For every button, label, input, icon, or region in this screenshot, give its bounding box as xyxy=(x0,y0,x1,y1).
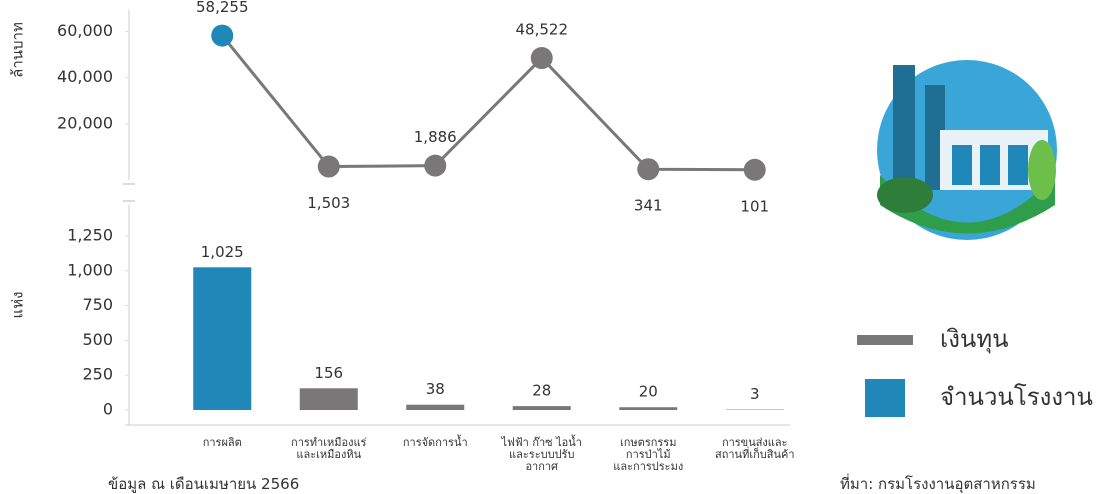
data-label: 58,255 xyxy=(196,0,249,16)
data-label: 101 xyxy=(740,197,769,215)
bar xyxy=(300,388,358,410)
y-tick-label: 40,000 xyxy=(57,67,113,86)
bar xyxy=(193,267,251,410)
data-label: 28 xyxy=(532,382,551,400)
x-tick-label: การผลิต xyxy=(170,437,274,449)
data-label: 1,886 xyxy=(414,128,457,146)
x-tick-label: ไฟฟ้า ก๊าซ ไอน้ำ และระบบปรับ อากาศ xyxy=(490,437,594,473)
y-axis-label: แห่ง xyxy=(9,292,27,319)
data-label: 3 xyxy=(750,385,760,403)
y-tick-label: 0 xyxy=(103,400,113,419)
legend-swatch xyxy=(857,335,913,345)
bar xyxy=(513,406,571,410)
x-tick-label: เกษตรกรรม การป่าไม้ และการประมง xyxy=(596,437,700,473)
legend-label: เงินทุน xyxy=(940,325,1009,354)
page: ล้านบาท แห่ง 20,000 40,000 60,000 58,255 1,5… xyxy=(0,0,1106,494)
data-label: 20 xyxy=(639,383,658,401)
legend-swatch xyxy=(865,379,905,417)
y-tick-label: 1,000 xyxy=(67,260,113,279)
point xyxy=(211,25,233,47)
note: ข้อมูล ณ เดือนเมษายน 2566 xyxy=(108,472,299,494)
bar xyxy=(406,405,464,410)
point xyxy=(318,156,340,178)
legend-label: จำนวนโรงงาน xyxy=(940,383,1093,411)
source: ที่มา: กรมโรงงานอุตสาหกรรม xyxy=(840,472,1036,494)
point xyxy=(531,47,553,69)
data-label: 1,503 xyxy=(307,194,350,212)
line xyxy=(222,36,755,170)
data-label: 48,522 xyxy=(516,21,569,39)
y-tick-label: 60,000 xyxy=(57,21,113,40)
chart: ล้านบาท แห่ง 20,000 40,000 60,000 58,255 1,5… xyxy=(0,0,1106,494)
y-tick-label: 750 xyxy=(82,295,113,314)
illustration xyxy=(877,60,1057,240)
x-tick-label: การจัดการน้ำ xyxy=(383,437,487,449)
y-tick-label: 250 xyxy=(82,365,113,384)
x-tick-label: การทำเหมืองแร่ และเหมืองหิน xyxy=(277,437,381,461)
data-label: 341 xyxy=(634,197,663,215)
data-label: 38 xyxy=(426,380,445,398)
data-label: 1,025 xyxy=(201,243,244,261)
y-tick-label: 500 xyxy=(82,330,113,349)
data-label: 156 xyxy=(314,364,343,382)
point xyxy=(744,159,766,181)
y-tick-label: 20,000 xyxy=(57,113,113,132)
point xyxy=(424,155,446,177)
bar xyxy=(619,407,677,410)
y-axis-label: ล้านบาท xyxy=(9,22,27,78)
point xyxy=(637,158,659,180)
y-tick-label: 1,250 xyxy=(67,226,113,245)
x-tick-label: การขนส่งและ สถานที่เก็บสินค้า xyxy=(703,437,807,461)
